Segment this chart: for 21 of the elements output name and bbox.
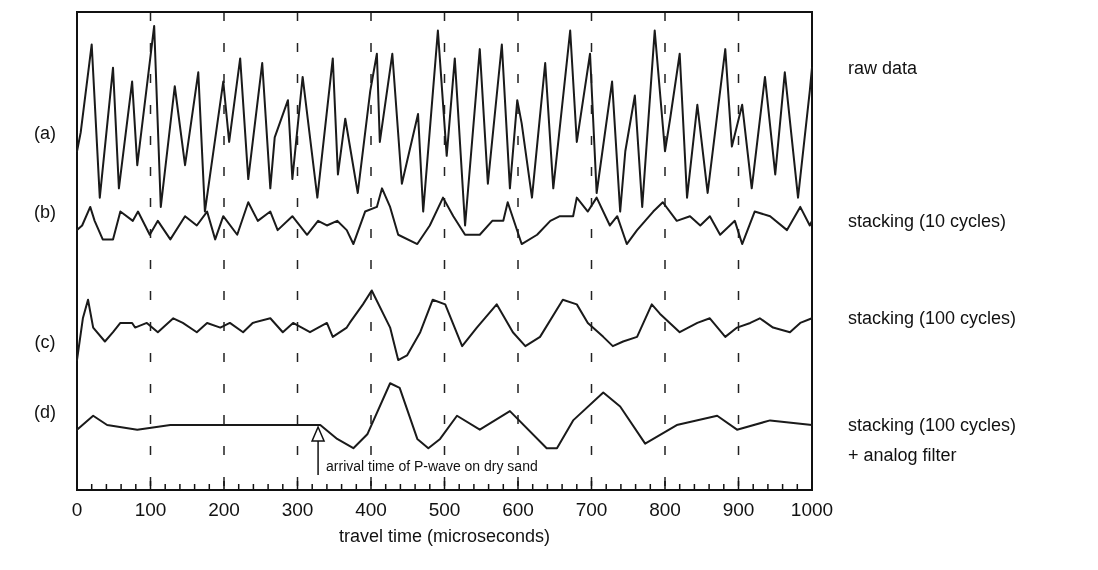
text: stacking (100 cycles) + analog filter <box>848 415 1017 466</box>
x-tick-label: 100 <box>134 499 167 520</box>
x-tick-label: 700 <box>575 499 608 520</box>
x-tick-label: 1000 <box>790 499 834 520</box>
series-label: stacking (100 cycles) <box>848 308 1017 329</box>
annotation: arrival time of P-wave on dry sand <box>326 458 538 475</box>
text: stacking (10 cycles) <box>848 210 1007 231</box>
x-tick-label: 900 <box>722 499 755 520</box>
x-tick-label: 300 <box>281 499 314 520</box>
x-axis-title: travel time (microseconds) <box>338 526 551 546</box>
x-tick-label: 500 <box>428 499 461 520</box>
series-label: raw data <box>848 57 919 78</box>
text: (b) <box>34 202 56 223</box>
text: (a) <box>34 123 56 144</box>
x-tick-label: 200 <box>208 499 240 520</box>
text: (c) <box>34 332 56 353</box>
text: (d) <box>34 401 56 422</box>
x-tick-label: 0 <box>71 499 83 520</box>
x-tick-label: 400 <box>355 499 387 520</box>
x-tick-label: 600 <box>502 499 534 520</box>
x-tick-label: 800 <box>649 499 681 520</box>
